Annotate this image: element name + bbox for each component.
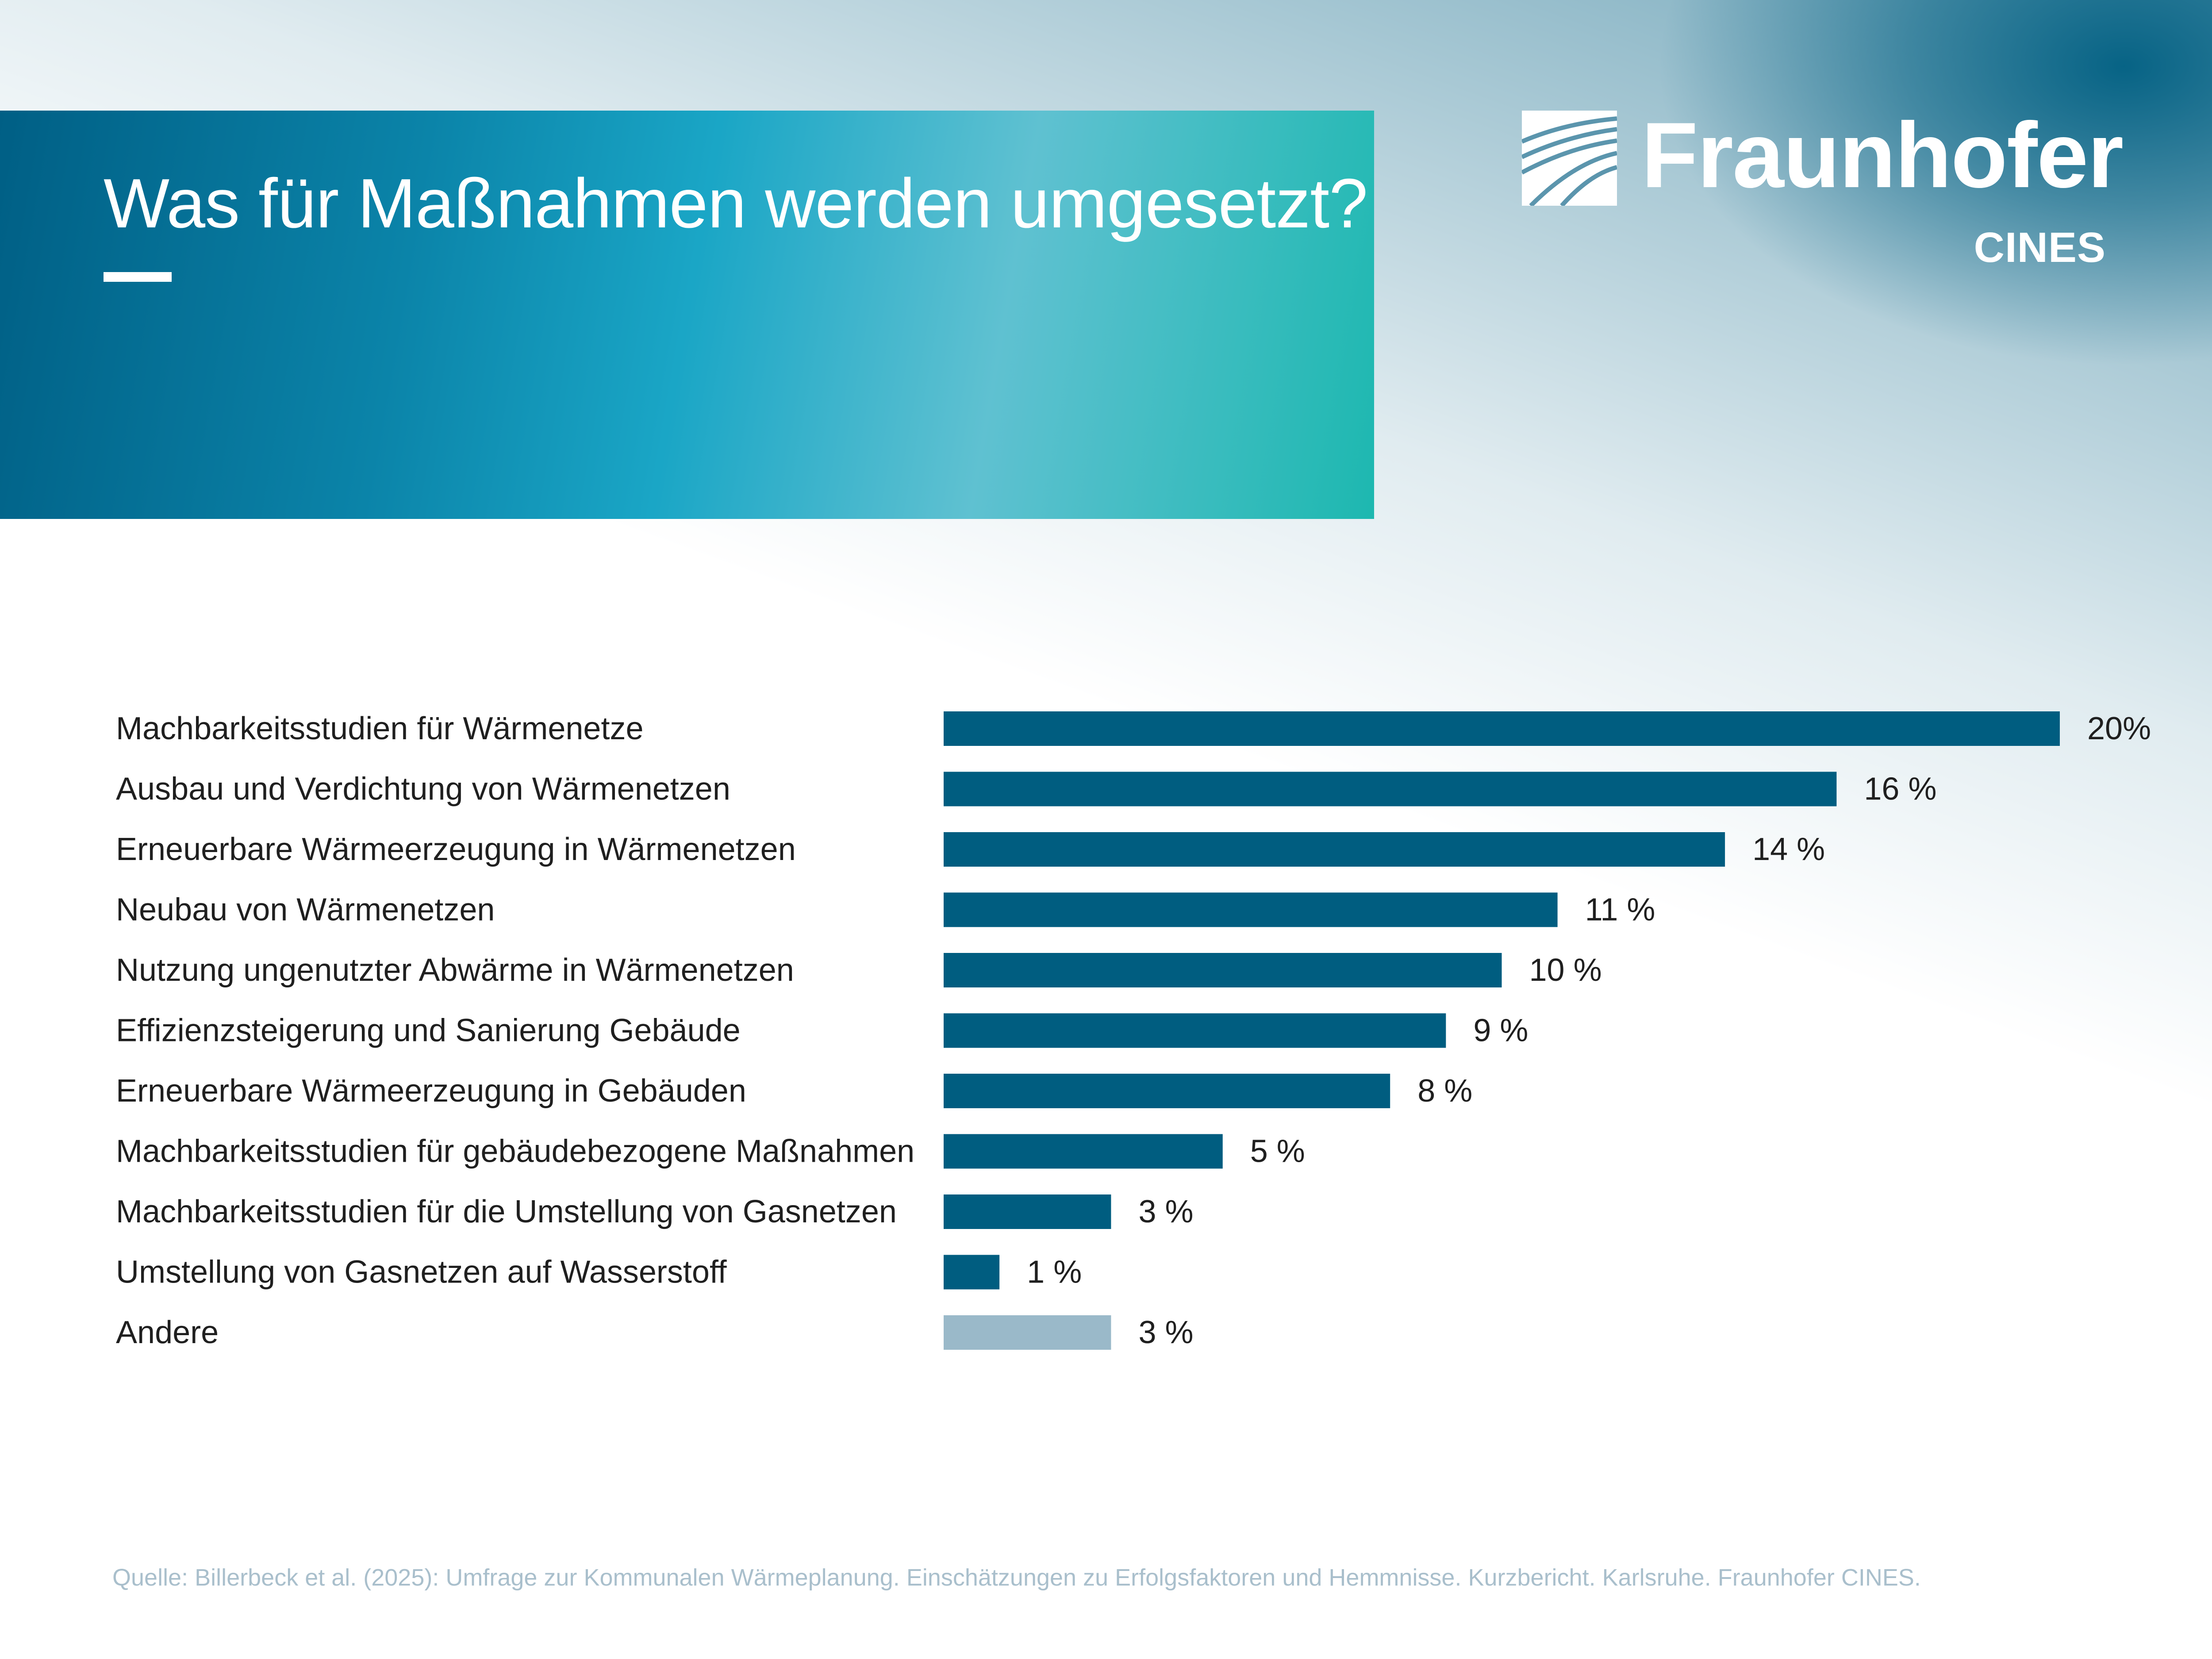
header-band [0, 111, 1374, 519]
category-label: Ausbau und Verdichtung von Wärmenetzen [116, 772, 730, 807]
source-note: Quelle: Billerbeck et al. (2025): Umfrag… [112, 1564, 1921, 1591]
fraunhofer-logo: Fraunhofer CINES [1522, 103, 2124, 274]
bar [944, 953, 1502, 987]
bar [944, 1013, 1446, 1048]
category-label: Effizienzsteigerung und Sanierung Gebäud… [116, 1013, 741, 1048]
value-label: 16 % [1864, 772, 1936, 807]
value-label: 14 % [1752, 832, 1825, 867]
value-label: 1 % [1027, 1255, 1082, 1290]
value-label: 3 % [1138, 1194, 1193, 1229]
value-label: 8 % [1417, 1073, 1472, 1109]
category-label: Andere [116, 1315, 219, 1350]
bar-chart: Machbarkeitsstudien für Wärmenetze 20% Aus… [116, 711, 2151, 1350]
category-label: Machbarkeitsstudien für die Umstellung v… [116, 1194, 897, 1229]
value-label: 11 % [1585, 892, 1655, 928]
category-label: Neubau von Wärmenetzen [116, 892, 495, 928]
value-label: 9 % [1473, 1013, 1528, 1048]
category-label: Nutzung ungenutzter Abwärme in Wärmenetz… [116, 952, 794, 988]
category-label: Erneuerbare Wärmeerzeugung in Wärmenetze… [116, 832, 796, 867]
fraunhofer-logo-icon [1522, 111, 1617, 206]
bar [944, 772, 1837, 806]
category-label: Erneuerbare Wärmeerzeugung in Gebäuden [116, 1073, 746, 1109]
bar [944, 711, 2060, 746]
bar [944, 1074, 1390, 1108]
bar [944, 1315, 1111, 1350]
bar [944, 1134, 1223, 1169]
value-label: 3 % [1138, 1315, 1193, 1350]
title-underline [104, 272, 172, 282]
bar [944, 892, 1558, 927]
value-label: 10 % [1529, 952, 1602, 988]
cines-wordmark: CINES [1974, 224, 2106, 271]
fraunhofer-wordmark: Fraunhofer [1641, 103, 2124, 207]
category-label: Machbarkeitsstudien für Wärmenetze [116, 711, 644, 746]
bar [944, 1194, 1111, 1229]
bar [944, 1255, 1000, 1290]
value-label: 20% [2087, 711, 2151, 746]
page-title: Was für Maßnahmen werden umgesetzt? [104, 165, 1368, 242]
category-label: Umstellung von Gasnetzen auf Wasserstoff [116, 1255, 727, 1290]
bar [944, 832, 1725, 867]
value-label: 5 % [1250, 1134, 1305, 1169]
category-label: Machbarkeitsstudien für gebäudebezogene … [116, 1134, 914, 1169]
